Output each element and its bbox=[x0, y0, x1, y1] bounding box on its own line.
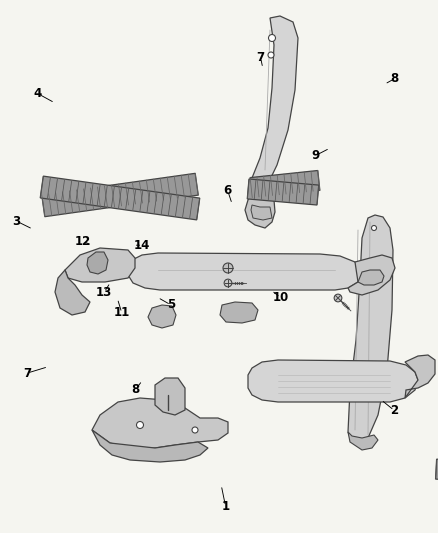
Text: 3: 3 bbox=[13, 215, 21, 228]
Polygon shape bbox=[245, 192, 275, 228]
Polygon shape bbox=[405, 355, 435, 398]
Circle shape bbox=[224, 279, 232, 287]
Polygon shape bbox=[92, 430, 208, 462]
Text: 10: 10 bbox=[272, 291, 289, 304]
Circle shape bbox=[137, 422, 144, 429]
Polygon shape bbox=[348, 255, 395, 295]
Text: 8: 8 bbox=[390, 72, 398, 85]
Circle shape bbox=[268, 35, 276, 42]
Text: 9: 9 bbox=[311, 149, 319, 162]
Text: 13: 13 bbox=[96, 286, 113, 298]
Text: 5: 5 bbox=[167, 298, 175, 311]
Polygon shape bbox=[148, 305, 176, 328]
Circle shape bbox=[192, 427, 198, 433]
Polygon shape bbox=[220, 302, 258, 323]
Text: 7: 7 bbox=[23, 367, 31, 379]
Polygon shape bbox=[128, 253, 362, 290]
Circle shape bbox=[223, 263, 233, 273]
Polygon shape bbox=[40, 176, 200, 220]
Polygon shape bbox=[435, 459, 438, 487]
Polygon shape bbox=[55, 270, 90, 315]
Polygon shape bbox=[247, 179, 319, 205]
Polygon shape bbox=[87, 252, 108, 274]
Text: 6: 6 bbox=[224, 184, 232, 197]
Circle shape bbox=[268, 52, 274, 58]
Polygon shape bbox=[358, 270, 384, 285]
Text: 7: 7 bbox=[257, 51, 265, 64]
Polygon shape bbox=[348, 432, 378, 450]
Text: 14: 14 bbox=[134, 239, 151, 252]
Polygon shape bbox=[251, 205, 272, 220]
Circle shape bbox=[334, 294, 342, 302]
Polygon shape bbox=[92, 398, 228, 448]
Text: 2: 2 bbox=[390, 404, 398, 417]
Polygon shape bbox=[65, 248, 135, 282]
Polygon shape bbox=[155, 378, 185, 415]
Text: 4: 4 bbox=[33, 87, 41, 100]
Polygon shape bbox=[252, 16, 298, 195]
Text: 12: 12 bbox=[75, 235, 92, 248]
Text: 1: 1 bbox=[222, 500, 230, 513]
Polygon shape bbox=[348, 215, 393, 445]
Polygon shape bbox=[250, 171, 320, 198]
Text: 11: 11 bbox=[113, 306, 130, 319]
Text: 8: 8 bbox=[132, 383, 140, 395]
Polygon shape bbox=[248, 360, 418, 402]
Circle shape bbox=[371, 225, 377, 230]
Polygon shape bbox=[42, 173, 198, 217]
